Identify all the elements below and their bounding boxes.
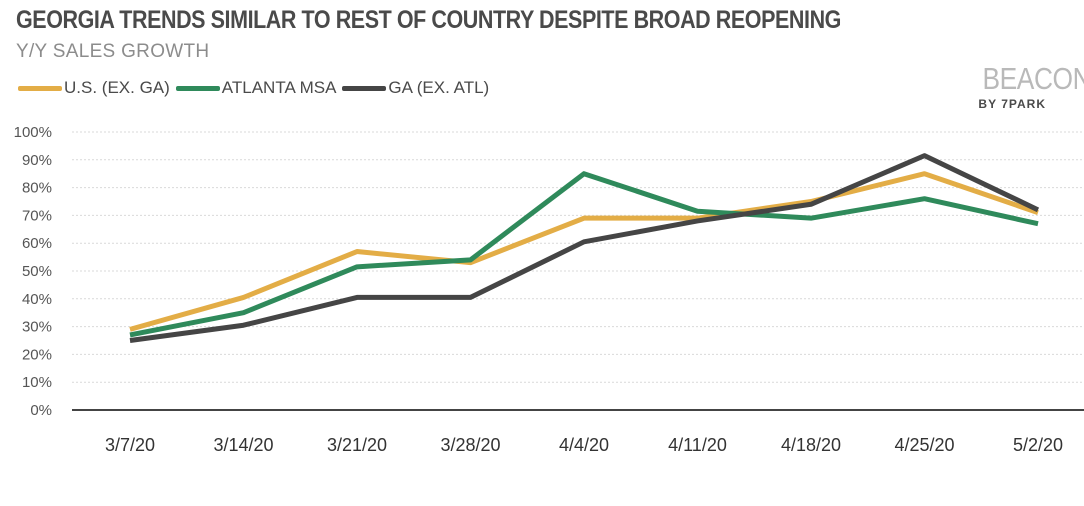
- x-tick-label: 3/14/20: [213, 435, 273, 455]
- gridlines: [72, 131, 1084, 383]
- chart-title: GEORGIA TRENDS SIMILAR TO REST OF COUNTR…: [16, 6, 841, 34]
- legend-label-us: U.S. (EX. GA): [64, 78, 170, 97]
- x-tick-label: 4/11/20: [668, 435, 727, 455]
- legend: U.S. (EX. GA) ATLANTA MSA GA (EX. ATL): [18, 77, 495, 99]
- x-axis-ticks: 3/7/20 3/14/20 3/21/20 3/28/20 4/4/20 4/11/20…: [105, 435, 1063, 455]
- logo-wordmark: BEACON: [982, 61, 1084, 96]
- legend-item-us: U.S. (EX. GA): [18, 78, 170, 98]
- y-tick-label: 90%: [22, 152, 52, 169]
- legend-label-ga: GA (EX. ATL): [388, 78, 490, 97]
- y-tick-label: 30%: [22, 319, 52, 336]
- x-tick-label: 4/4/20: [559, 435, 609, 455]
- y-tick-label: 100%: [14, 124, 52, 141]
- y-tick-label: 0%: [30, 402, 52, 419]
- series-line-2: [129, 153, 1040, 343]
- legend-swatch-ga: [342, 85, 387, 91]
- y-tick-label: 80%: [22, 180, 52, 197]
- chart-subtitle: Y/Y SALES GROWTH: [16, 41, 210, 62]
- legend-item-atlanta: ATLANTA MSA: [175, 78, 337, 98]
- y-tick-label: 50%: [22, 263, 52, 280]
- y-tick-label: 70%: [22, 207, 52, 224]
- y-axis-ticks: 0% 10% 20% 30% 40% 50% 60% 70% 80% 90% 100%: [14, 124, 52, 419]
- legend-item-ga: GA (EX. ATL): [342, 78, 489, 98]
- logo-subtext: BY 7PARK: [978, 97, 1046, 111]
- legend-label-atlanta: ATLANTA MSA: [221, 78, 337, 97]
- x-tick-label: 5/2/20: [1013, 435, 1063, 455]
- y-tick-label: 40%: [22, 291, 52, 308]
- x-tick-label: 3/28/20: [440, 435, 500, 455]
- series-line-1: [129, 171, 1039, 338]
- series-line-0: [129, 171, 1039, 332]
- beacon-logo: BEACON BY 7PARK: [966, 61, 1084, 118]
- x-tick-label: 4/18/20: [781, 435, 841, 455]
- legend-swatch-us: [18, 85, 62, 91]
- y-tick-label: 10%: [22, 374, 52, 391]
- series-lines: [129, 153, 1040, 343]
- y-tick-label: 60%: [22, 235, 52, 252]
- x-tick-label: 3/21/20: [327, 435, 387, 455]
- y-tick-label: 20%: [22, 346, 52, 363]
- legend-swatch-atlanta: [175, 85, 220, 91]
- x-tick-label: 3/7/20: [105, 435, 155, 455]
- x-tick-label: 4/25/20: [894, 435, 954, 455]
